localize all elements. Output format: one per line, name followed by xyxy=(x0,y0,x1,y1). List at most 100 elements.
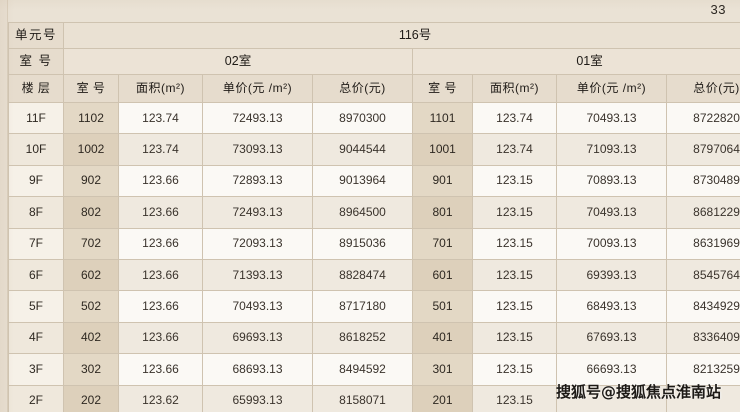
cell-total-price-right xyxy=(665,384,740,412)
table-row: 4F 402 123.66 69693.13 8618252 401 123.15 67693… xyxy=(8,321,740,355)
cell-unit-price-right: 66693.13 xyxy=(556,353,667,386)
cell-total-price-right: 8545764 xyxy=(665,258,740,292)
cell-total-price-right: 8730489 xyxy=(665,164,740,198)
cell-unit-price-left: 72093.13 xyxy=(202,227,313,260)
cell-floor: 9F xyxy=(8,164,64,198)
table-row: 9F 902 123.66 72893.13 9013964 901 123.15 70893… xyxy=(8,164,740,198)
price-table: 单元号 116号 室 号 02室 01室 楼 层 室 号 面积(m²) 单价(元… xyxy=(8,22,740,412)
cell-room-right: 201 xyxy=(412,384,473,412)
table-body: 11F 1102 123.74 72493.13 8970300 1101 123.74 70… xyxy=(8,101,740,412)
table-row: 8F 802 123.66 72493.13 8964500 801 123.15 70493… xyxy=(8,196,740,229)
table-row: 5F 502 123.66 70493.13 8717180 501 123.15 68493… xyxy=(8,290,740,323)
cell-unit-price-right: 68493.13 xyxy=(556,290,667,323)
cell-total-price-left: 8717180 xyxy=(312,290,413,323)
cell-unit-price-right: 70493.13 xyxy=(556,196,667,229)
cell-floor: 3F xyxy=(8,353,64,386)
cell-area-right: 123.15 xyxy=(472,196,557,229)
cell-total-price-right: 8722820 xyxy=(665,101,740,135)
cell-room-left: 1002 xyxy=(63,133,119,166)
col-head-area-right: 面积(m²) xyxy=(472,74,557,103)
table-header: 单元号 116号 室 号 02室 01室 楼 层 室 号 面积(m²) 单价(元… xyxy=(8,22,740,103)
cell-unit-price-left: 65993.13 xyxy=(202,384,313,412)
cell-total-price-left: 8964500 xyxy=(312,196,413,229)
cell-area-left: 123.66 xyxy=(118,321,203,355)
cell-unit-price-left: 70493.13 xyxy=(202,290,313,323)
cell-area-right: 123.15 xyxy=(472,384,557,412)
cell-unit-price-left: 73093.13 xyxy=(202,133,313,166)
cell-area-left: 123.62 xyxy=(118,384,203,412)
group-header-01: 01室 xyxy=(411,48,740,75)
cell-unit-price-left: 68693.13 xyxy=(202,353,313,386)
col-head-unit-price-right: 单价(元 /m²) xyxy=(556,74,667,103)
cell-room-right: 801 xyxy=(412,196,473,229)
table-row: 11F 1102 123.74 72493.13 8970300 1101 123.74 70… xyxy=(8,101,740,135)
cell-unit-price-left: 72493.13 xyxy=(202,196,313,229)
cell-total-price-right: 8797064 xyxy=(665,133,740,166)
table-row: 6F 602 123.66 71393.13 8828474 601 123.15 69393… xyxy=(8,258,740,292)
cell-room-right: 601 xyxy=(412,258,473,292)
cell-unit-price-right: 71093.13 xyxy=(556,133,667,166)
cell-total-price-right: 8681229 xyxy=(665,196,740,229)
cell-area-right: 123.15 xyxy=(472,164,557,198)
cell-area-right: 123.74 xyxy=(472,133,557,166)
cell-room-right: 701 xyxy=(412,227,473,260)
cell-room-left: 402 xyxy=(63,321,119,355)
cell-unit-price-left: 69693.13 xyxy=(202,321,313,355)
cell-room-left: 602 xyxy=(63,258,119,292)
cell-total-price-left: 8158071 xyxy=(312,384,413,412)
cell-area-left: 123.66 xyxy=(118,258,203,292)
cell-area-right: 123.15 xyxy=(472,290,557,323)
row-label-room: 室 号 xyxy=(8,48,64,75)
cell-total-price-right: 8434929 xyxy=(665,290,740,323)
cell-area-right: 123.15 xyxy=(472,321,557,355)
table-row: 2F 202 123.62 65993.13 8158071 201 123.15 xyxy=(8,384,740,412)
cell-room-left: 902 xyxy=(63,164,119,198)
cell-floor: 5F xyxy=(8,290,64,323)
cell-total-price-left: 8494592 xyxy=(312,353,413,386)
cell-floor: 7F xyxy=(8,227,64,260)
col-head-floor: 楼 层 xyxy=(8,74,64,103)
cell-area-right: 123.74 xyxy=(472,101,557,135)
unit-number-value: 116号 xyxy=(62,22,740,49)
cell-area-left: 123.74 xyxy=(118,133,203,166)
col-head-unit-price-left: 单价(元 /m²) xyxy=(202,74,313,103)
cell-room-right: 1001 xyxy=(412,133,473,166)
cell-room-right: 1101 xyxy=(412,101,473,135)
cell-area-left: 123.66 xyxy=(118,353,203,386)
cell-area-left: 123.66 xyxy=(118,196,203,229)
col-head-room-right: 室 号 xyxy=(412,74,473,103)
cell-area-left: 123.66 xyxy=(118,290,203,323)
cell-floor: 6F xyxy=(8,258,64,292)
cell-room-left: 202 xyxy=(63,384,119,412)
cell-room-right: 401 xyxy=(412,321,473,355)
cell-unit-price-right: 70093.13 xyxy=(556,227,667,260)
group-header-02: 02室 xyxy=(63,48,413,75)
cell-total-price-right: 8631969 xyxy=(665,227,740,260)
cell-area-right: 123.15 xyxy=(472,227,557,260)
cell-unit-price-left: 71393.13 xyxy=(202,258,313,292)
col-head-total-price-left: 总价(元) xyxy=(312,74,413,103)
cell-area-right: 123.15 xyxy=(472,353,557,386)
cell-unit-price-right: 69393.13 xyxy=(556,258,667,292)
cell-room-right: 901 xyxy=(412,164,473,198)
cell-area-right: 123.15 xyxy=(472,258,557,292)
col-head-total-price-right: 总价(元) xyxy=(665,74,740,103)
room-group-row: 室 号 02室 01室 xyxy=(8,48,740,75)
cell-total-price-right: 8336409 xyxy=(665,321,740,355)
row-label-unit: 单元号 xyxy=(8,22,64,49)
cell-total-price-left: 8915036 xyxy=(312,227,413,260)
table-row: 10F 1002 123.74 73093.13 9044544 1001 123.74 71… xyxy=(8,133,740,166)
cell-floor: 8F xyxy=(8,196,64,229)
cell-total-price-left: 9044544 xyxy=(312,133,413,166)
col-head-area-left: 面积(m²) xyxy=(118,74,203,103)
table-row: 3F 302 123.66 68693.13 8494592 301 123.15 66693… xyxy=(8,353,740,386)
cell-unit-price-left: 72893.13 xyxy=(202,164,313,198)
table-row: 7F 702 123.66 72093.13 8915036 701 123.15 70093… xyxy=(8,227,740,260)
cell-unit-price-right: 67693.13 xyxy=(556,321,667,355)
cell-floor: 2F xyxy=(8,384,64,412)
col-head-room-left: 室 号 xyxy=(63,74,119,103)
cell-room-left: 302 xyxy=(63,353,119,386)
cell-unit-price-right xyxy=(556,384,667,412)
cell-total-price-left: 8828474 xyxy=(312,258,413,292)
